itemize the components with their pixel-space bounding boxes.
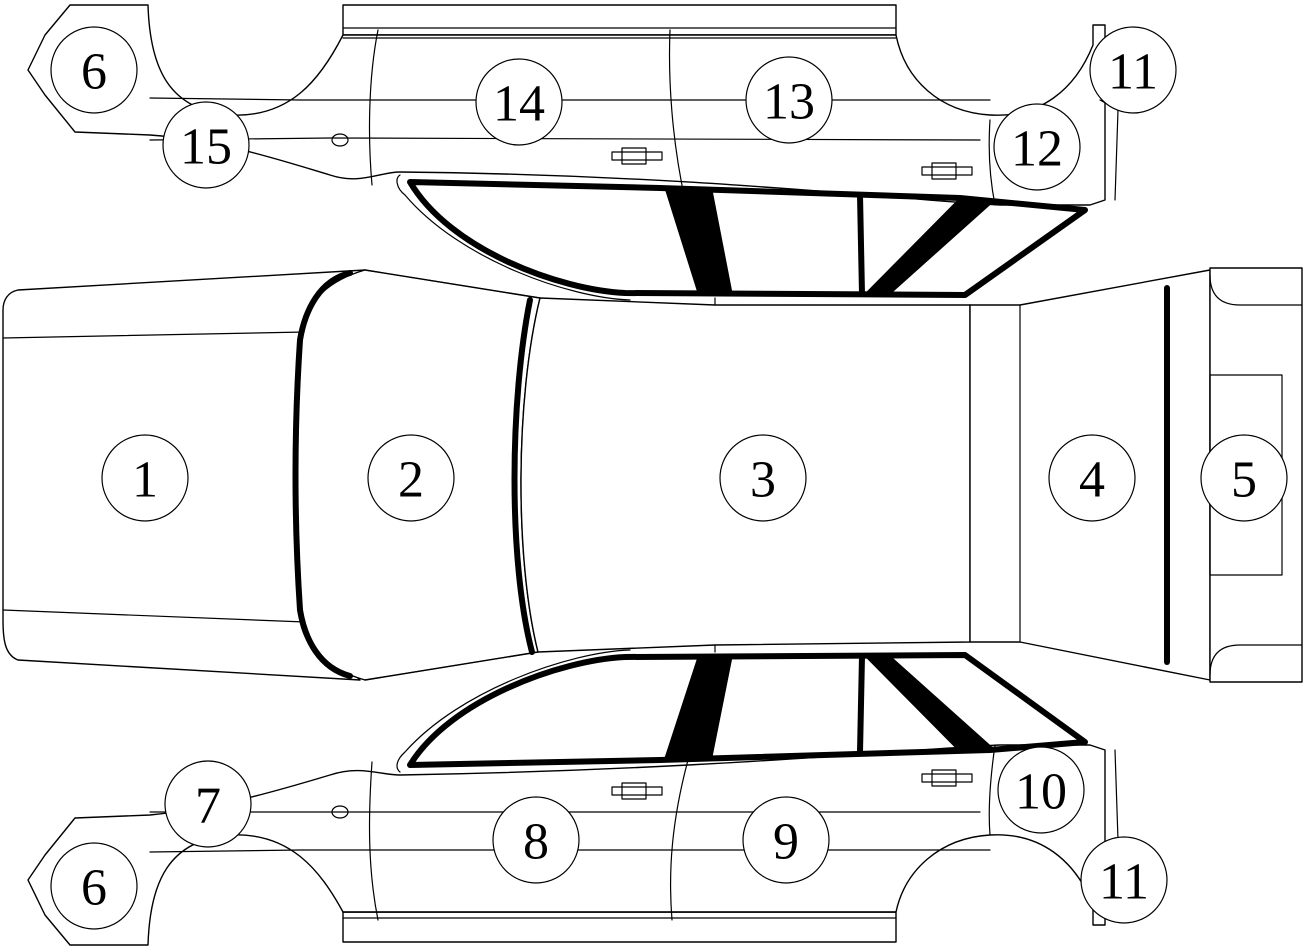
label-13: 13	[745, 56, 833, 144]
label-11-bottom-text: 11	[1099, 854, 1149, 911]
label-10-text: 10	[1015, 764, 1067, 821]
label-11-bottom: 11	[1080, 836, 1168, 924]
label-10: 10	[997, 746, 1085, 834]
label-11-top: 11	[1089, 26, 1177, 114]
label-9: 9	[742, 796, 830, 884]
label-6-top-text: 6	[81, 44, 107, 101]
label-6-top: 6	[50, 26, 138, 114]
label-4-text: 4	[1079, 452, 1105, 509]
label-5-text: 5	[1231, 452, 1257, 509]
label-14: 14	[475, 58, 563, 146]
label-13-text: 13	[763, 74, 815, 131]
top-rocker-panel	[342, 4, 897, 36]
label-8-text: 8	[523, 814, 549, 871]
label-4: 4	[1048, 434, 1136, 522]
label-3-text: 3	[750, 452, 776, 509]
label-12: 12	[993, 103, 1081, 191]
label-3: 3	[719, 434, 807, 522]
label-9-text: 9	[773, 814, 799, 871]
label-8: 8	[492, 796, 580, 884]
label-1-text: 1	[132, 452, 158, 509]
label-2: 2	[367, 434, 455, 522]
label-12-text: 12	[1011, 121, 1063, 178]
label-11-top-text: 11	[1108, 44, 1158, 101]
label-6-bottom-text: 6	[81, 860, 107, 917]
label-5: 5	[1200, 434, 1288, 522]
label-1: 1	[101, 434, 189, 522]
label-15-text: 15	[180, 119, 232, 176]
top-side-view	[27, 4, 1119, 301]
label-15: 15	[162, 101, 250, 189]
label-14-text: 14	[493, 76, 545, 133]
top-side-body	[27, 4, 1106, 206]
label-2-text: 2	[398, 452, 424, 509]
label-7-text: 7	[195, 778, 221, 835]
label-7: 7	[164, 760, 252, 848]
bottom-rocker-panel	[342, 911, 897, 943]
label-6-bottom: 6	[50, 842, 138, 930]
